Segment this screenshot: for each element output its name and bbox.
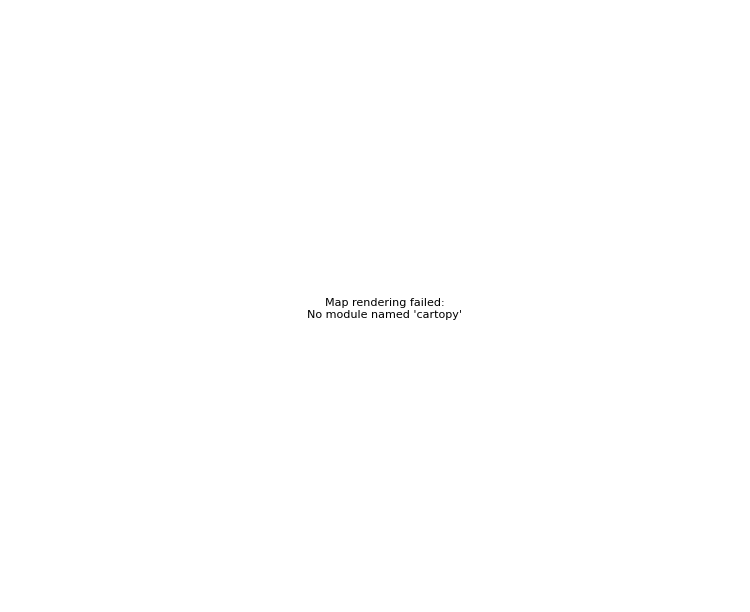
- Text: Map rendering failed:
No module named 'cartopy': Map rendering failed: No module named 'c…: [307, 298, 462, 320]
